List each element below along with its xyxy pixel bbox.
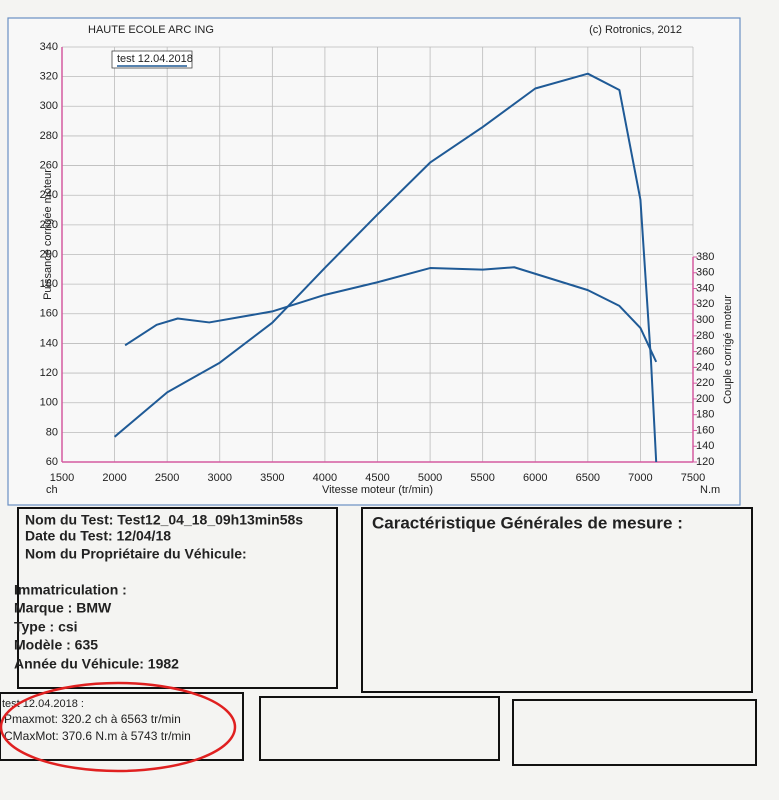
x-tick-label: 3000 bbox=[208, 472, 232, 484]
info-lines: Nom du Test: Test12_04_18_09h13min58sDat… bbox=[14, 512, 303, 672]
y-tick-label: 320 bbox=[40, 71, 58, 83]
highlight-ellipse bbox=[0, 681, 237, 773]
y-axis-label: Puissance corrigée moteur bbox=[42, 169, 54, 300]
chart-frame bbox=[7, 17, 741, 506]
y2-tick-label: 320 bbox=[696, 298, 714, 310]
x-tick-label: 1500 bbox=[50, 472, 74, 484]
y2-unit: N.m bbox=[700, 484, 720, 496]
y2-tick-label: 280 bbox=[696, 330, 714, 342]
legend-box bbox=[111, 50, 193, 69]
results-line: Pmaxmot: 320.2 ch à 6563 tr/min bbox=[4, 712, 181, 726]
info-line: Type : csi bbox=[14, 619, 78, 635]
y-unit: ch bbox=[46, 484, 58, 496]
results-line: CMaxMot: 370.6 N.m à 5743 tr/min bbox=[4, 729, 191, 743]
y-tick-label: 200 bbox=[40, 248, 58, 260]
info-line: Marque : BMW bbox=[14, 600, 112, 616]
y2-tick-label: 380 bbox=[696, 251, 714, 263]
y-tick-label: 120 bbox=[40, 367, 58, 379]
info-line: Immatriculation : bbox=[14, 582, 127, 598]
x-tick-label: 5000 bbox=[418, 472, 442, 484]
legend-label: test 12.04.2018 bbox=[117, 53, 193, 65]
y-tick-label: 280 bbox=[40, 130, 58, 142]
y-tick-label: 340 bbox=[40, 41, 58, 53]
y2-tick-label: 180 bbox=[696, 409, 714, 421]
y-tick-label: 260 bbox=[40, 159, 58, 171]
info-line: Nom du Propriétaire du Véhicule: bbox=[25, 546, 247, 562]
y2-tick-label: 120 bbox=[696, 456, 714, 468]
x-tick-label: 5500 bbox=[470, 472, 494, 484]
empty-box bbox=[259, 696, 500, 761]
y2-tick-label: 140 bbox=[696, 440, 714, 452]
y-tick-label: 180 bbox=[40, 278, 58, 290]
x-tick-label: 2500 bbox=[155, 472, 179, 484]
y2-tick-label: 220 bbox=[696, 377, 714, 389]
measure-box bbox=[361, 507, 753, 693]
info-line: Date du Test: 12/04/18 bbox=[25, 528, 171, 544]
info-line: Modèle : 635 bbox=[14, 637, 98, 653]
measure-title: Caractéristique Générales de mesure : bbox=[372, 513, 683, 532]
x-tick-label: 3500 bbox=[260, 472, 284, 484]
copyright: (c) Rotronics, 2012 bbox=[589, 24, 682, 36]
y-tick-label: 220 bbox=[40, 219, 58, 231]
y-tick-label: 160 bbox=[40, 308, 58, 320]
x-tick-label: 7000 bbox=[628, 472, 652, 484]
institution: HAUTE ECOLE ARC ING bbox=[88, 24, 214, 36]
y2-tick-label: 300 bbox=[696, 314, 714, 326]
y-tick-label: 100 bbox=[40, 397, 58, 409]
info-line: Nom du Test: Test12_04_18_09h13min58s bbox=[25, 512, 303, 528]
y-tick-label: 300 bbox=[40, 100, 58, 112]
x-tick-label: 2000 bbox=[102, 472, 126, 484]
y-tick-label: 60 bbox=[46, 456, 58, 468]
y-tick-label: 240 bbox=[40, 189, 58, 201]
x-tick-label: 6500 bbox=[576, 472, 600, 484]
y2-axis-label: Couple corrigé moteur bbox=[722, 295, 734, 404]
series-line bbox=[124, 266, 658, 363]
x-tick-label: 4000 bbox=[313, 472, 337, 484]
y-tick-label: 80 bbox=[46, 426, 58, 438]
y-tick-label: 140 bbox=[40, 337, 58, 349]
y2-tick-label: 200 bbox=[696, 393, 714, 405]
y2-tick-label: 160 bbox=[696, 424, 714, 436]
chart: 1500 2000 2500 3000 3500 4000 4500 5000 5500 6000… bbox=[40, 41, 734, 496]
y2-tick-label: 340 bbox=[696, 282, 714, 294]
series-line bbox=[113, 72, 658, 463]
x-tick-label: 4500 bbox=[365, 472, 389, 484]
x-tick-label: 6000 bbox=[523, 472, 547, 484]
y2-tick-label: 260 bbox=[696, 346, 714, 358]
info-line: Année du Véhicule: 1982 bbox=[14, 656, 179, 672]
y2-tick-label: 360 bbox=[696, 267, 714, 279]
empty-box bbox=[512, 699, 757, 766]
x-axis-label: Vitesse moteur (tr/min) bbox=[322, 484, 433, 496]
results-box bbox=[0, 692, 244, 761]
x-tick-label: 7500 bbox=[681, 472, 705, 484]
y2-tick-label: 240 bbox=[696, 361, 714, 373]
